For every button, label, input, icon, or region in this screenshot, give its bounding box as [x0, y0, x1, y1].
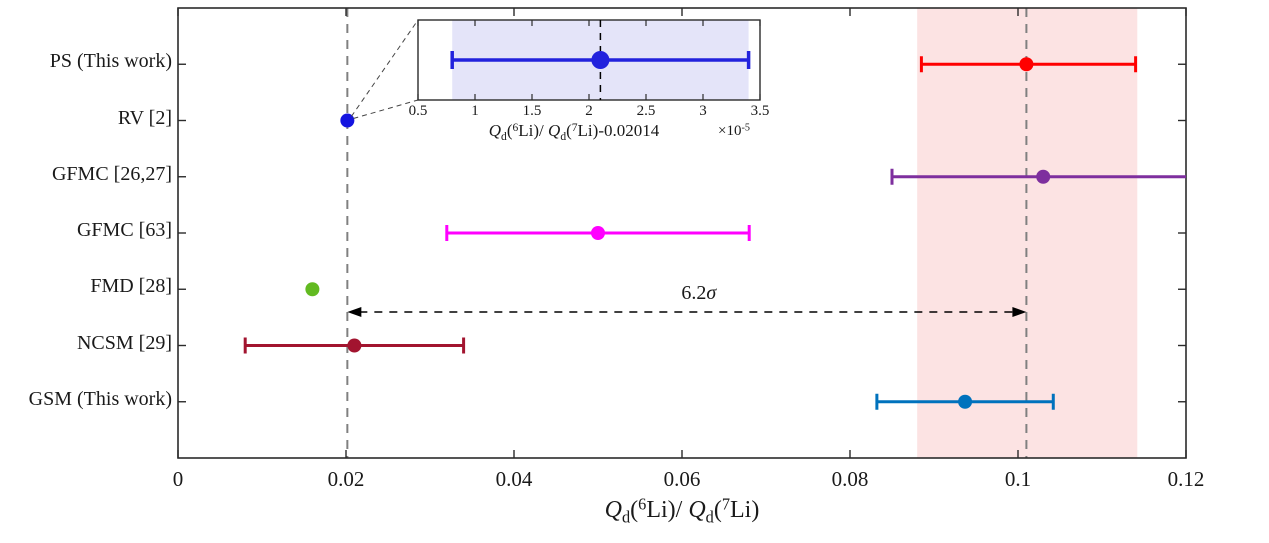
x-axis-label: Qd(6Li)/ Qd(7Li) — [604, 494, 760, 527]
inset-x-tick-label: 3 — [699, 103, 707, 119]
x-tick-label: 0.04 — [495, 467, 533, 491]
data-point — [340, 113, 355, 128]
inset-data-point — [591, 51, 610, 69]
inset-x-tick-label: 1.5 — [522, 103, 542, 119]
x-tick-label: 0.06 — [663, 467, 701, 491]
y-category-label: NCSM [29] — [76, 331, 172, 354]
series-ncsm-29- — [243, 337, 466, 354]
series-gfmc-63- — [445, 225, 751, 241]
y-category-label: GFMC [63] — [76, 219, 172, 241]
series-gfmc-26-27- — [890, 168, 1186, 185]
inset-connector-top — [350, 19, 419, 117]
inset-errorbar — [450, 51, 751, 69]
x-tick-label: 0.1 — [1004, 467, 1032, 491]
series-rv-2- — [340, 113, 355, 128]
inset-connector-bottom — [353, 99, 419, 119]
series-fmd-28- — [305, 282, 320, 297]
inset-x-axis-label: Qd(6Li)/ Qd(7Li)-0.02014 — [488, 120, 660, 144]
inset-axis-multiplier: ×10-5 — [718, 122, 750, 139]
data-point — [305, 282, 320, 297]
x-tick-label: 0 — [172, 467, 184, 491]
inset-x-tick-label: 2 — [585, 103, 593, 119]
y-category-label: GSM (This work) — [28, 387, 172, 410]
data-point — [1036, 169, 1051, 184]
y-category-label: GFMC [26,27] — [51, 162, 172, 185]
y-category-label: FMD [28] — [90, 275, 172, 298]
series-gsm-this-work- — [875, 393, 1055, 410]
inset-x-tick-label: 1 — [471, 103, 479, 119]
x-tick-label: 0.12 — [1167, 467, 1205, 491]
data-point — [1019, 57, 1034, 72]
data-point — [591, 226, 605, 240]
data-point — [958, 394, 973, 409]
series-ps-this-work- — [919, 56, 1138, 73]
data-point — [347, 338, 362, 353]
inset-x-tick-label: 3.5 — [750, 103, 770, 119]
x-tick-label: 0.08 — [831, 467, 869, 491]
x-tick-label: 0.02 — [327, 467, 365, 491]
sigma-arrowhead-left — [347, 307, 362, 317]
sigma-arrowhead-right — [1012, 307, 1027, 317]
inset-x-tick-label: 2.5 — [636, 103, 656, 119]
inset-x-tick-label: 0.5 — [408, 103, 428, 119]
sigma-annotation-label: 6.2σ — [681, 282, 717, 304]
y-category-label: RV [2] — [117, 106, 172, 129]
y-category-label: PS (This work) — [49, 50, 172, 73]
